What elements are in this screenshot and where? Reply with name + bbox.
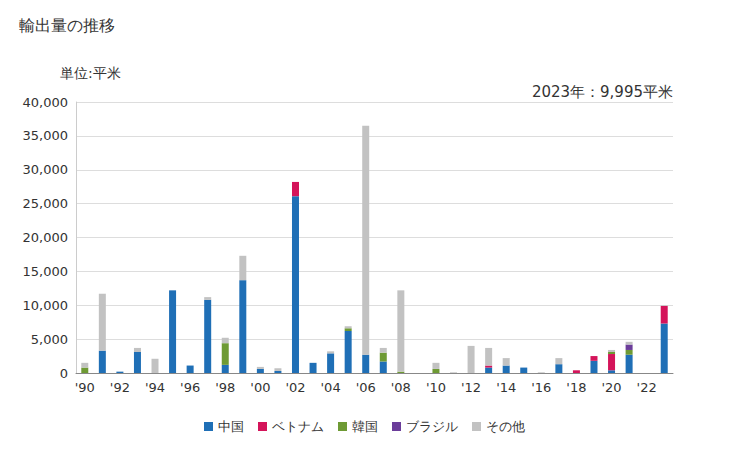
svg-text:40,000: 40,000 bbox=[23, 95, 69, 110]
svg-text:'02: '02 bbox=[285, 380, 305, 395]
svg-text:'12: '12 bbox=[461, 380, 481, 395]
svg-text:輸出量の推移: 輸出量の推移 bbox=[19, 16, 115, 35]
svg-text:'98: '98 bbox=[215, 380, 235, 395]
svg-text:韓国: 韓国 bbox=[352, 419, 378, 434]
svg-text:35,000: 35,000 bbox=[23, 128, 69, 143]
svg-text:その他: その他 bbox=[486, 419, 525, 434]
svg-text:'04: '04 bbox=[321, 380, 341, 395]
svg-text:単位:平米: 単位:平米 bbox=[60, 65, 121, 81]
svg-text:0: 0 bbox=[60, 366, 68, 381]
svg-text:'22: '22 bbox=[637, 380, 657, 395]
svg-text:'94: '94 bbox=[145, 380, 165, 395]
svg-text:'18: '18 bbox=[566, 380, 586, 395]
svg-text:'00: '00 bbox=[250, 380, 270, 395]
svg-text:'16: '16 bbox=[531, 380, 551, 395]
svg-text:2023年：9,995平米: 2023年：9,995平米 bbox=[532, 83, 673, 101]
svg-text:'20: '20 bbox=[601, 380, 621, 395]
svg-text:30,000: 30,000 bbox=[23, 162, 69, 177]
svg-text:'90: '90 bbox=[75, 380, 95, 395]
svg-text:10,000: 10,000 bbox=[23, 298, 69, 313]
svg-text:15,000: 15,000 bbox=[23, 264, 69, 279]
svg-text:20,000: 20,000 bbox=[23, 230, 69, 245]
svg-text:ベトナム: ベトナム bbox=[272, 419, 324, 434]
svg-text:'08: '08 bbox=[391, 380, 411, 395]
svg-text:'14: '14 bbox=[496, 380, 516, 395]
svg-text:中国: 中国 bbox=[218, 419, 244, 434]
svg-text:5,000: 5,000 bbox=[31, 332, 68, 347]
svg-text:'96: '96 bbox=[180, 380, 200, 395]
svg-text:'06: '06 bbox=[356, 380, 376, 395]
svg-text:'92: '92 bbox=[110, 380, 130, 395]
svg-text:25,000: 25,000 bbox=[23, 196, 69, 211]
svg-text:'10: '10 bbox=[426, 380, 446, 395]
svg-text:ブラジル: ブラジル bbox=[406, 419, 458, 434]
